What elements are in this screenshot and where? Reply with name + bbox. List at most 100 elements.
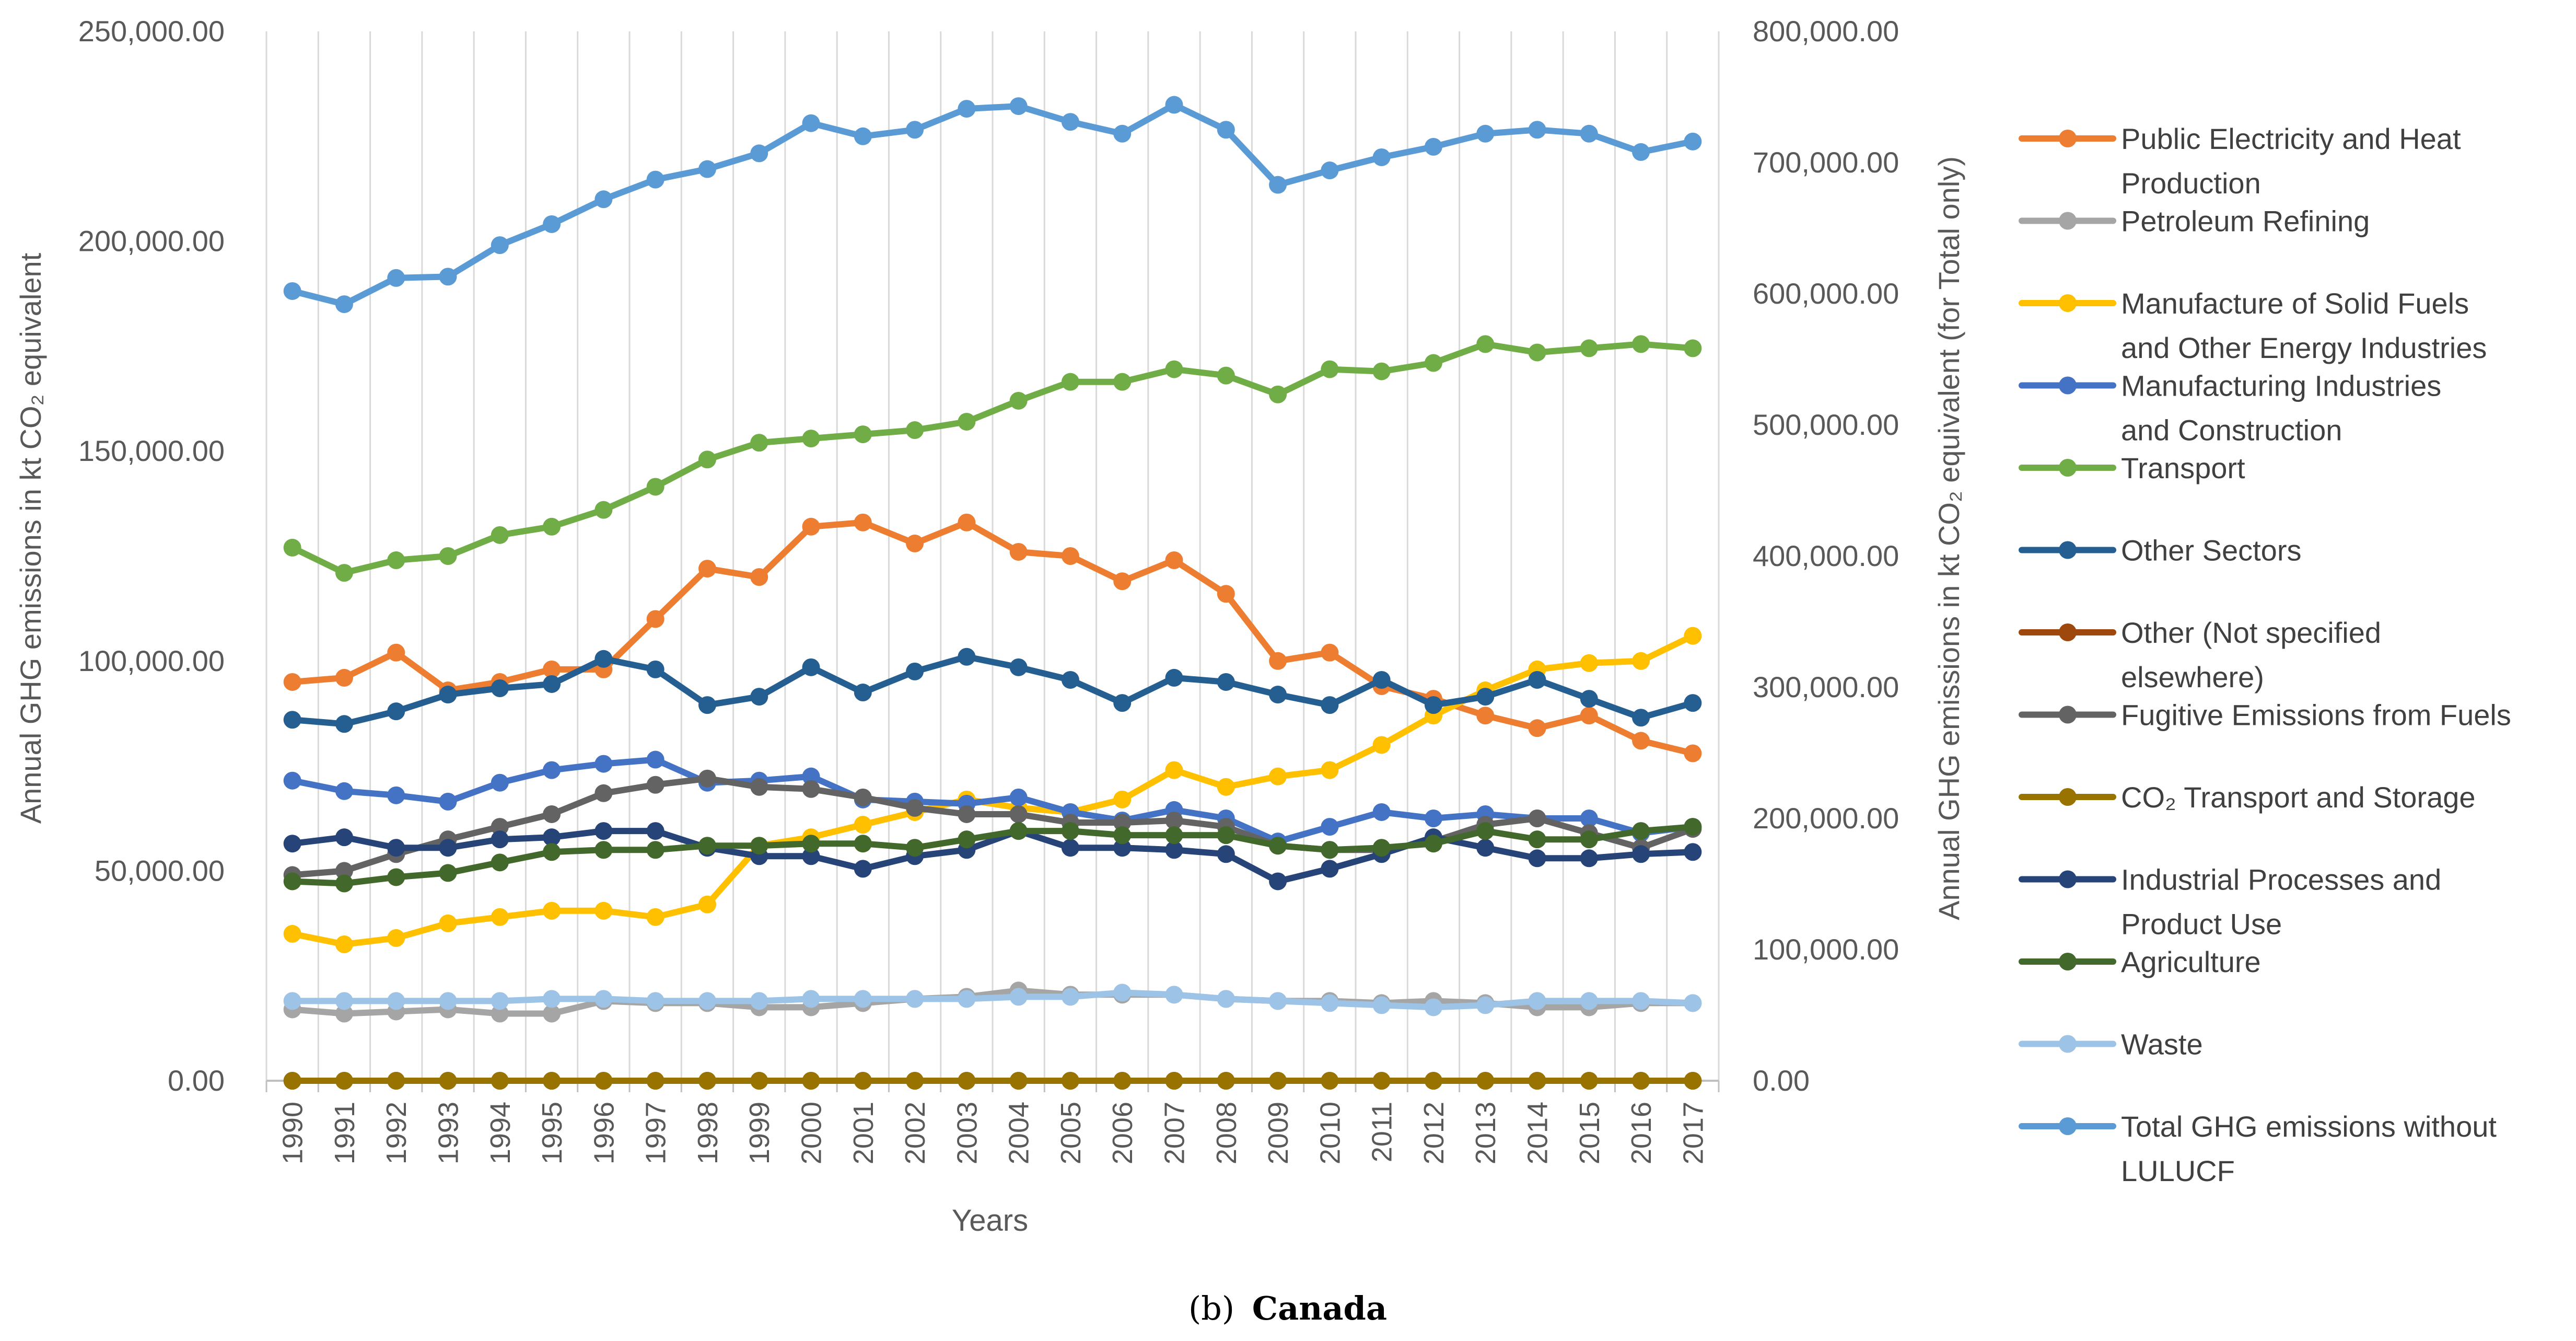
legend-label: CO₂ Transport and Storage <box>2121 781 2476 814</box>
data-point <box>750 434 768 452</box>
x-tick-label: 1991 <box>329 1102 360 1164</box>
data-point <box>1632 143 1650 161</box>
x-tick-label: 2016 <box>1626 1102 1657 1164</box>
data-point <box>1061 547 1079 565</box>
data-point <box>1424 998 1442 1016</box>
legend-swatch-marker <box>2059 623 2077 641</box>
legend-label: Public Electricity and Heat <box>2121 122 2461 155</box>
data-point <box>854 425 872 444</box>
data-point <box>698 450 716 469</box>
x-tick-label: 2015 <box>1574 1102 1605 1164</box>
data-point <box>1476 1072 1495 1090</box>
legend: Public Electricity and Heat Production Pet… <box>2019 122 2511 1187</box>
x-tick-label: 2001 <box>848 1102 879 1164</box>
series-line <box>289 987 1696 1017</box>
data-point <box>543 1004 561 1023</box>
data-point <box>906 1072 924 1090</box>
data-point <box>491 679 509 698</box>
data-point <box>283 992 301 1010</box>
data-point <box>854 1072 872 1090</box>
legend-swatch-marker <box>2059 706 2077 724</box>
data-point <box>1217 990 1235 1008</box>
data-point <box>750 778 768 796</box>
x-tick-label: 1995 <box>537 1102 568 1164</box>
data-point <box>1009 97 1028 115</box>
data-point <box>854 684 872 702</box>
data-point <box>1684 843 1702 861</box>
data-point <box>1580 707 1598 725</box>
data-point <box>958 100 976 118</box>
data-point <box>543 675 561 693</box>
legend-entry: Total GHG emissions without LULUCF <box>2019 1110 2497 1187</box>
data-point <box>595 784 613 802</box>
data-point <box>543 901 561 920</box>
data-point <box>854 816 872 834</box>
data-point <box>1217 778 1235 796</box>
vertical-gridlines <box>265 31 1720 1081</box>
x-tick-label: 2009 <box>1263 1102 1294 1164</box>
data-point <box>698 160 716 178</box>
data-point <box>958 805 976 823</box>
data-point <box>335 295 353 314</box>
data-point <box>1321 643 1339 662</box>
legend-label: and Other Energy Industries <box>2121 331 2487 364</box>
data-point <box>854 127 872 145</box>
data-point <box>1113 826 1132 845</box>
y-tick-label-left: 50,000.00 <box>95 854 225 887</box>
series-line <box>289 989 1696 1011</box>
legend-label: Manufacturing Industries <box>2121 369 2441 402</box>
data-point <box>1424 810 1442 827</box>
legend-swatch-marker <box>2059 870 2077 888</box>
data-point <box>1372 803 1391 821</box>
data-point <box>335 668 353 687</box>
x-tick-label: 2010 <box>1314 1102 1346 1164</box>
data-point <box>595 755 613 773</box>
series-public-electricity-and-heat-production <box>283 513 1702 762</box>
data-point <box>1009 988 1028 1006</box>
data-point <box>802 847 820 865</box>
series-other-sectors <box>283 648 1702 733</box>
data-point <box>1269 767 1287 785</box>
legend-label: Industrial Processes and <box>2121 863 2441 896</box>
data-point <box>1528 719 1546 737</box>
data-point <box>1165 360 1183 378</box>
data-point <box>1372 736 1391 754</box>
data-point <box>543 990 561 1008</box>
data-point <box>595 190 613 209</box>
x-tick-label: 2002 <box>900 1102 931 1164</box>
legend-swatch-marker <box>2059 212 2077 230</box>
series-lines <box>283 96 1702 1090</box>
data-point <box>1269 992 1287 1010</box>
data-point <box>1684 744 1702 762</box>
data-point <box>1165 551 1183 570</box>
data-point <box>854 990 872 1008</box>
data-point <box>1217 1072 1235 1090</box>
x-tick-label: 1996 <box>588 1102 620 1164</box>
legend-swatch-marker <box>2059 1035 2077 1053</box>
data-point <box>283 673 301 691</box>
data-point <box>1165 986 1183 1004</box>
series-total-ghg-emissions-without-lulucf <box>283 96 1702 314</box>
legend-label: elsewhere) <box>2121 661 2264 693</box>
data-point <box>387 269 405 287</box>
legend-entry: Fugitive Emissions from Fuels <box>2019 699 2511 732</box>
x-tick-label: 2017 <box>1677 1102 1709 1164</box>
data-point <box>750 1072 768 1090</box>
data-point <box>1321 1072 1339 1090</box>
legend-label: Agriculture <box>2121 945 2261 978</box>
data-point <box>439 992 457 1010</box>
data-point <box>1165 668 1183 687</box>
data-point <box>1528 121 1546 139</box>
data-point <box>1321 841 1339 859</box>
data-point <box>906 839 924 857</box>
data-point <box>1476 839 1495 857</box>
data-point <box>646 478 665 496</box>
legend-entry: Agriculture <box>2019 945 2261 978</box>
legend-entry: Other Sectors <box>2019 534 2301 567</box>
data-point <box>646 908 665 926</box>
data-point <box>854 513 872 531</box>
data-point <box>1632 732 1650 750</box>
legend-label: Other (Not specified <box>2121 616 2381 649</box>
data-point <box>802 517 820 536</box>
data-point <box>1580 1072 1598 1090</box>
